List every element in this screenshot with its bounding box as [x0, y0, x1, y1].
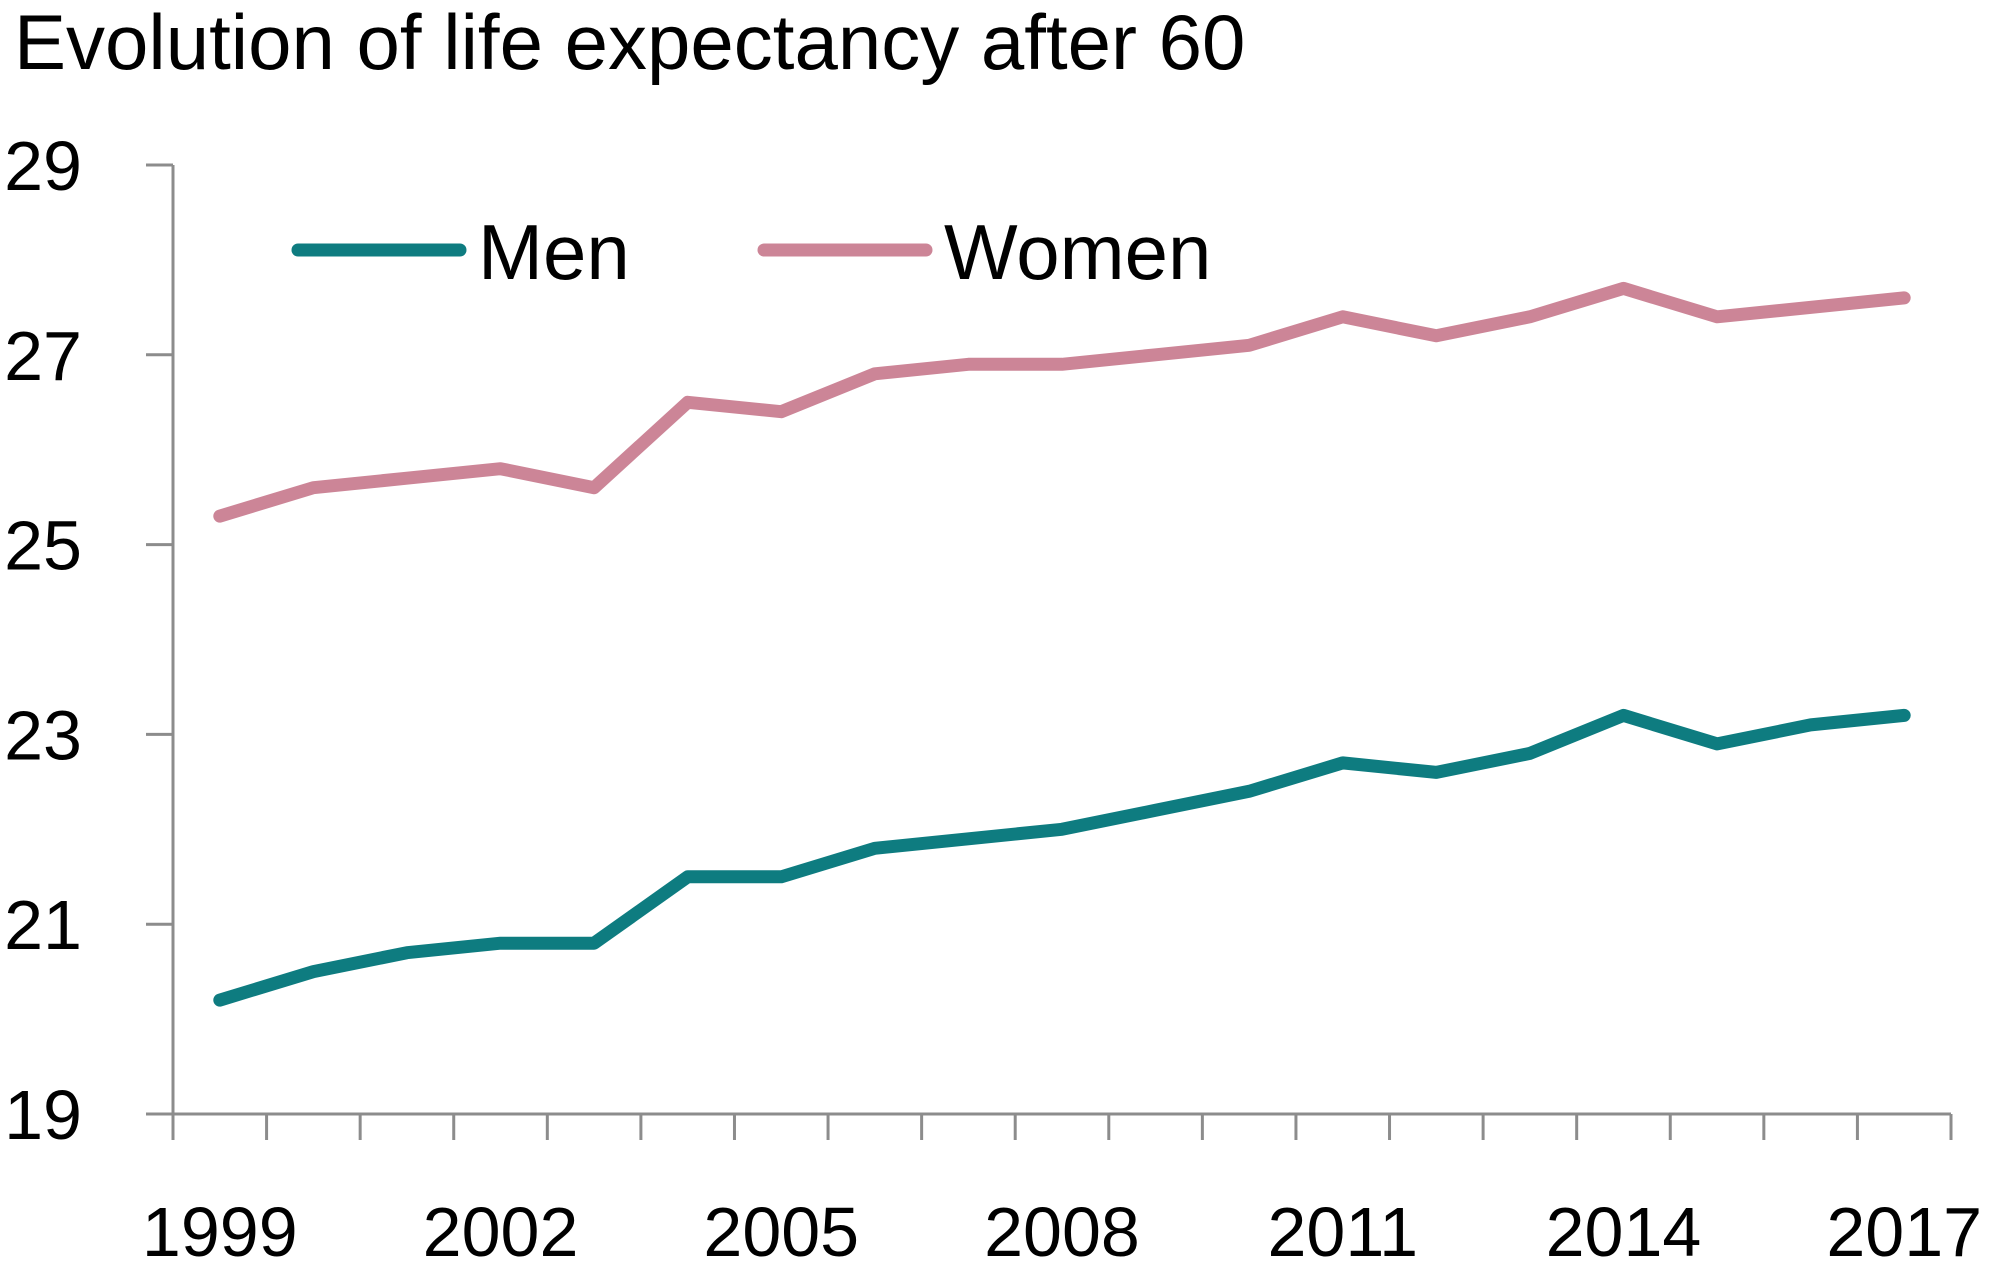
y-tick-label: 27: [4, 317, 82, 395]
legend-label-men: Men: [478, 208, 630, 296]
x-tick-label: 2011: [1267, 1193, 1418, 1262]
x-tick-label: 2017: [1826, 1193, 1982, 1262]
y-tick-label: 29: [4, 127, 82, 205]
chart-title: Evolution of life expectancy after 60: [14, 0, 1246, 86]
series-line-women: [213, 281, 1911, 523]
y-tick-label: 21: [4, 886, 82, 964]
legend-label-women: Women: [944, 208, 1211, 296]
legend: Men Women: [291, 208, 1211, 296]
x-tick-label: 2002: [423, 1193, 579, 1262]
y-tick-label: 19: [4, 1076, 82, 1154]
y-tick-label: 23: [4, 696, 82, 774]
y-tick-label: 25: [4, 507, 82, 585]
series-lines: [213, 281, 1911, 1007]
x-tick-label: 2008: [984, 1193, 1140, 1262]
series-line-men: [213, 708, 1911, 1007]
x-tick-label: 2005: [703, 1193, 859, 1262]
x-tick-label: 1999: [142, 1193, 298, 1262]
x-tick-label: 2014: [1546, 1193, 1702, 1262]
axes: 19 21 23 25 27 29 1999 2002 2005 2008 2011 2014 2017: [4, 127, 1982, 1262]
